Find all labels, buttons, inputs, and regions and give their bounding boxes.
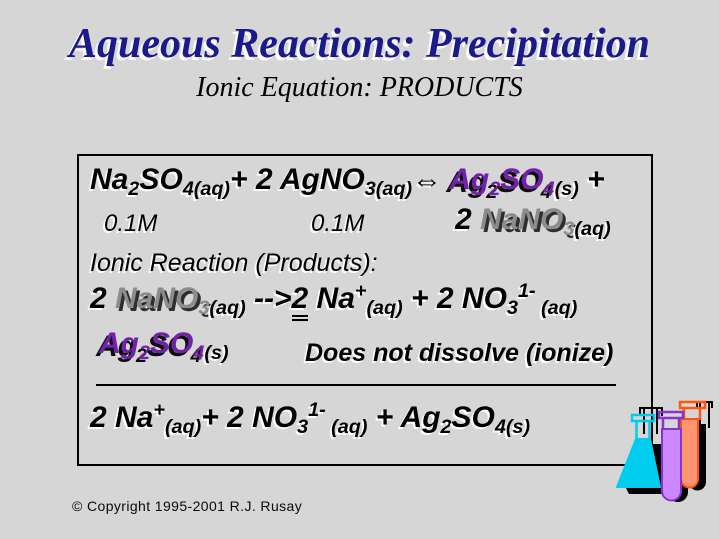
purple-test-tube-icon (657, 410, 685, 502)
molecular-equation: Na2SO4(aq)+ 2 AgNO3(aq)⇔ Ag2SO4(s) + (90, 163, 605, 200)
divider-line (96, 384, 616, 386)
slide-title: Aqueous Reactions: Precipitation (68, 21, 651, 67)
equation-box: Na2SO4(aq)+ 2 AgNO3(aq)⇔ Ag2SO4(s) + 0.1… (77, 154, 653, 466)
ionic-equation: 2 NaNO3(aq) -->2 Na+(aq) + 2 NO31- (aq) (90, 280, 577, 321)
slide-subtitle: Ionic Equation: PRODUCTS (196, 72, 523, 103)
copyright-text: © Copyright 1995-2001 R.J. Rusay (72, 498, 303, 514)
net-products-equation: 2 Na+(aq)+ 2 NO31- (aq) + Ag2SO4(s) (90, 399, 531, 438)
product-nano3-term: 2 NaNO3(aq) (455, 203, 611, 240)
concentration-na2so4: 0.1M (104, 210, 158, 237)
glassware-flask-icon (616, 400, 713, 502)
does-not-dissolve-note: Does not dissolve (ionize) (305, 339, 614, 367)
ionic-reaction-label: Ionic Reaction (Products): (90, 249, 378, 277)
precipitate-formula: Ag2SO4(s) (99, 327, 229, 364)
concentration-agno3: 0.1M (311, 210, 365, 237)
erlenmeyer-flask-icon (616, 413, 661, 488)
